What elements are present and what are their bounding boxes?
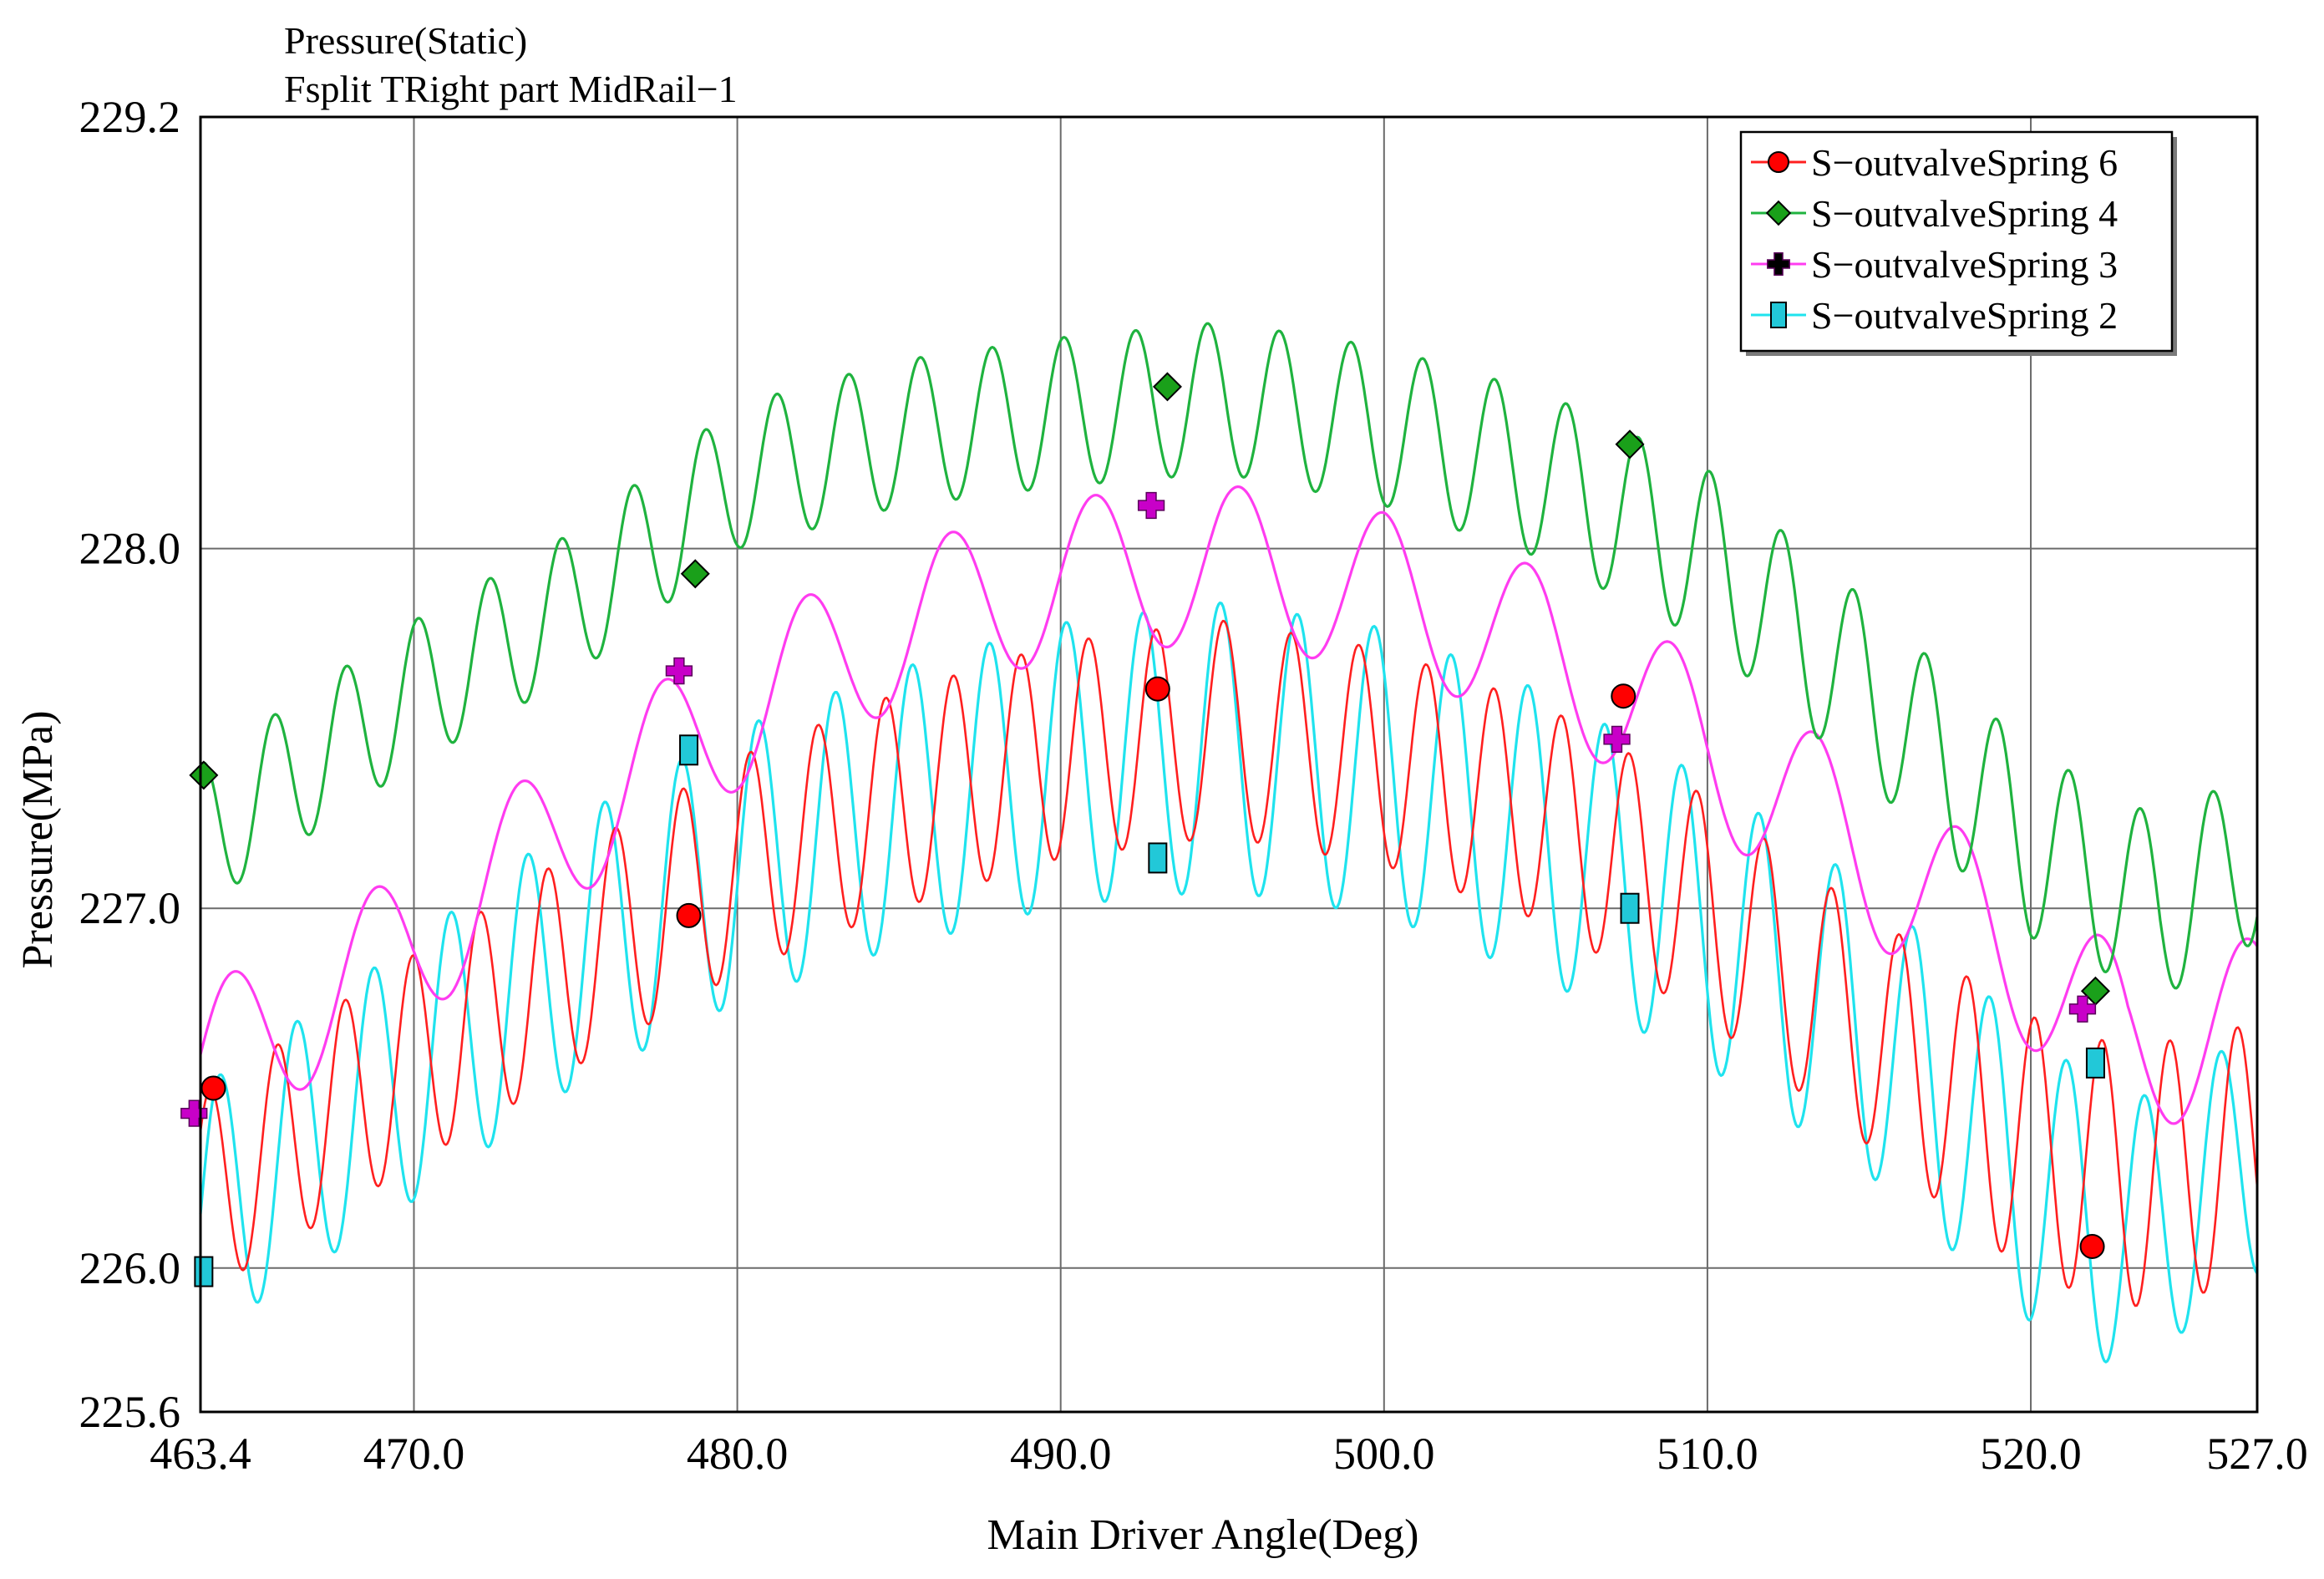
y-tick-label: 229.2 [79, 92, 181, 142]
series-2-marker [189, 760, 219, 790]
legend-box [1739, 130, 2174, 353]
series-1-marker [1144, 676, 1170, 702]
legend-label-2: S−outvalveSpring 4 [1811, 192, 2118, 235]
series-1-marker [200, 1075, 226, 1101]
x-tick-label: 520.0 [1980, 1429, 2082, 1479]
x-tick-label: 470.0 [363, 1429, 465, 1479]
series-1-marker [1611, 683, 1636, 709]
series-3-marker [1603, 725, 1631, 754]
chart-title: Pressure(Static) [284, 19, 527, 62]
series-line-1 [199, 619, 2259, 1307]
x-tick-label: 527.0 [2206, 1429, 2308, 1479]
x-tick-labels: 463.4 470.0 480.0 490.0 500.0 510.0 520.0 527.0 [150, 1429, 2308, 1479]
chart-subtitle: Fsplit TRight part MidRail−1 [284, 68, 738, 110]
series-markers [180, 372, 2110, 1287]
y-tick-label: 225.6 [79, 1387, 181, 1437]
series-3-marker [1137, 491, 1165, 520]
series-4-marker [1148, 842, 1168, 874]
legend-label-3: S−outvalveSpring 3 [1811, 243, 2118, 286]
y-tick-label: 228.0 [79, 524, 181, 574]
legend-marker-2 [1765, 200, 1792, 226]
series-4-marker [194, 1256, 214, 1287]
x-tick-label: 480.0 [687, 1429, 789, 1479]
x-tick-label: 490.0 [1010, 1429, 1112, 1479]
series-1-marker [676, 902, 702, 928]
series-line-3 [199, 485, 2259, 1125]
series-3-marker [665, 657, 693, 685]
x-tick-label: 500.0 [1333, 1429, 1435, 1479]
y-tick-label: 226.0 [79, 1243, 181, 1293]
x-tick-label: 510.0 [1657, 1429, 1758, 1479]
series-4-marker [2085, 1047, 2105, 1079]
legend-marker-4 [1770, 302, 1787, 328]
legend-label-4: S−outvalveSpring 2 [1811, 294, 2118, 337]
series-1-marker [2079, 1233, 2105, 1259]
series-3-marker [180, 1099, 208, 1127]
series-2-marker [1152, 372, 1182, 402]
y-axis-label: Pressure(MPa) [14, 710, 62, 968]
legend: S−outvalveSpring 6 S−outvalveSpring 4 S−ou… [1739, 130, 2177, 356]
series-4-marker [1620, 892, 1640, 924]
legend-marker-3 [1767, 252, 1790, 276]
x-axis-label: Main Driver Angle(Deg) [987, 1511, 1419, 1559]
series-2-marker [680, 559, 710, 589]
x-tick-label: 463.4 [150, 1429, 251, 1479]
series-2-marker [1615, 429, 1645, 459]
plot-border [199, 115, 2259, 1414]
legend-label-1: S−outvalveSpring 6 [1811, 141, 2118, 184]
series-4-marker [679, 734, 699, 766]
series-3-marker [2068, 995, 2097, 1023]
series-line-2 [199, 322, 2259, 990]
series-lines [199, 322, 2259, 1363]
legend-marker-1 [1768, 151, 1789, 173]
y-tick-labels: 225.6 226.0 227.0 228.0 229.2 [79, 92, 181, 1437]
y-tick-label: 227.0 [79, 883, 181, 933]
grid-lines [200, 117, 2257, 1412]
